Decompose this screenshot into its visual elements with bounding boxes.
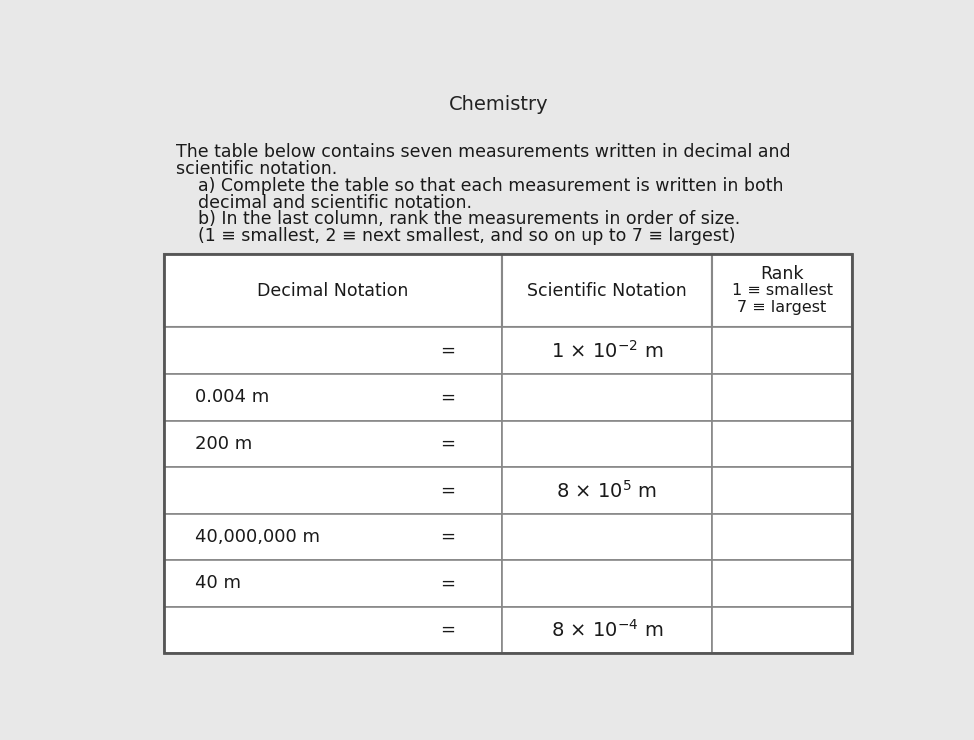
Text: =: =: [439, 621, 455, 639]
Text: b) In the last column, rank the measurements in order of size.: b) In the last column, rank the measurem…: [176, 210, 740, 229]
Text: 1 × 10$^{-2}$ m: 1 × 10$^{-2}$ m: [550, 340, 663, 362]
Bar: [502, 328, 712, 374]
Text: Chemistry: Chemistry: [449, 95, 549, 114]
Bar: [165, 255, 852, 653]
Text: 7 ≡ largest: 7 ≡ largest: [737, 300, 827, 315]
Bar: [712, 467, 852, 514]
Bar: [712, 607, 852, 653]
Bar: [502, 514, 712, 560]
Text: 0.004 m: 0.004 m: [196, 388, 270, 406]
Text: 8 × 10$^{5}$ m: 8 × 10$^{5}$ m: [556, 480, 657, 501]
Bar: [712, 374, 852, 420]
Text: =: =: [439, 574, 455, 593]
Bar: [502, 560, 712, 607]
Text: =: =: [439, 481, 455, 500]
Text: Rank: Rank: [761, 265, 804, 283]
Text: =: =: [439, 388, 455, 406]
Bar: [502, 607, 712, 653]
Text: 200 m: 200 m: [196, 435, 252, 453]
Bar: [712, 328, 852, 374]
Text: =: =: [439, 435, 455, 453]
Text: 40 m: 40 m: [196, 574, 242, 593]
Bar: [165, 467, 502, 514]
Text: 1 ≡ smallest: 1 ≡ smallest: [731, 283, 833, 298]
Bar: [502, 374, 712, 420]
Bar: [165, 514, 502, 560]
Text: decimal and scientific notation.: decimal and scientific notation.: [176, 194, 472, 212]
Text: =: =: [439, 528, 455, 546]
Bar: [165, 255, 502, 328]
Bar: [165, 420, 502, 467]
Bar: [165, 560, 502, 607]
Bar: [165, 607, 502, 653]
Bar: [502, 420, 712, 467]
Text: 8 × 10$^{-4}$ m: 8 × 10$^{-4}$ m: [550, 619, 663, 641]
Text: Scientific Notation: Scientific Notation: [527, 282, 687, 300]
Bar: [712, 420, 852, 467]
Text: a) Complete the table so that each measurement is written in both: a) Complete the table so that each measu…: [176, 177, 783, 195]
Bar: [165, 374, 502, 420]
Text: =: =: [439, 342, 455, 360]
Bar: [502, 467, 712, 514]
Bar: [502, 255, 712, 328]
Bar: [712, 255, 852, 328]
Text: 40,000,000 m: 40,000,000 m: [196, 528, 320, 546]
Text: Decimal Notation: Decimal Notation: [257, 282, 409, 300]
Bar: [712, 514, 852, 560]
Text: (1 ≡ smallest, 2 ≡ next smallest, and so on up to 7 ≡ largest): (1 ≡ smallest, 2 ≡ next smallest, and so…: [176, 227, 735, 246]
Text: scientific notation.: scientific notation.: [176, 160, 337, 178]
Bar: [165, 328, 502, 374]
Text: The table below contains seven measurements written in decimal and: The table below contains seven measureme…: [176, 143, 791, 161]
Bar: [712, 560, 852, 607]
